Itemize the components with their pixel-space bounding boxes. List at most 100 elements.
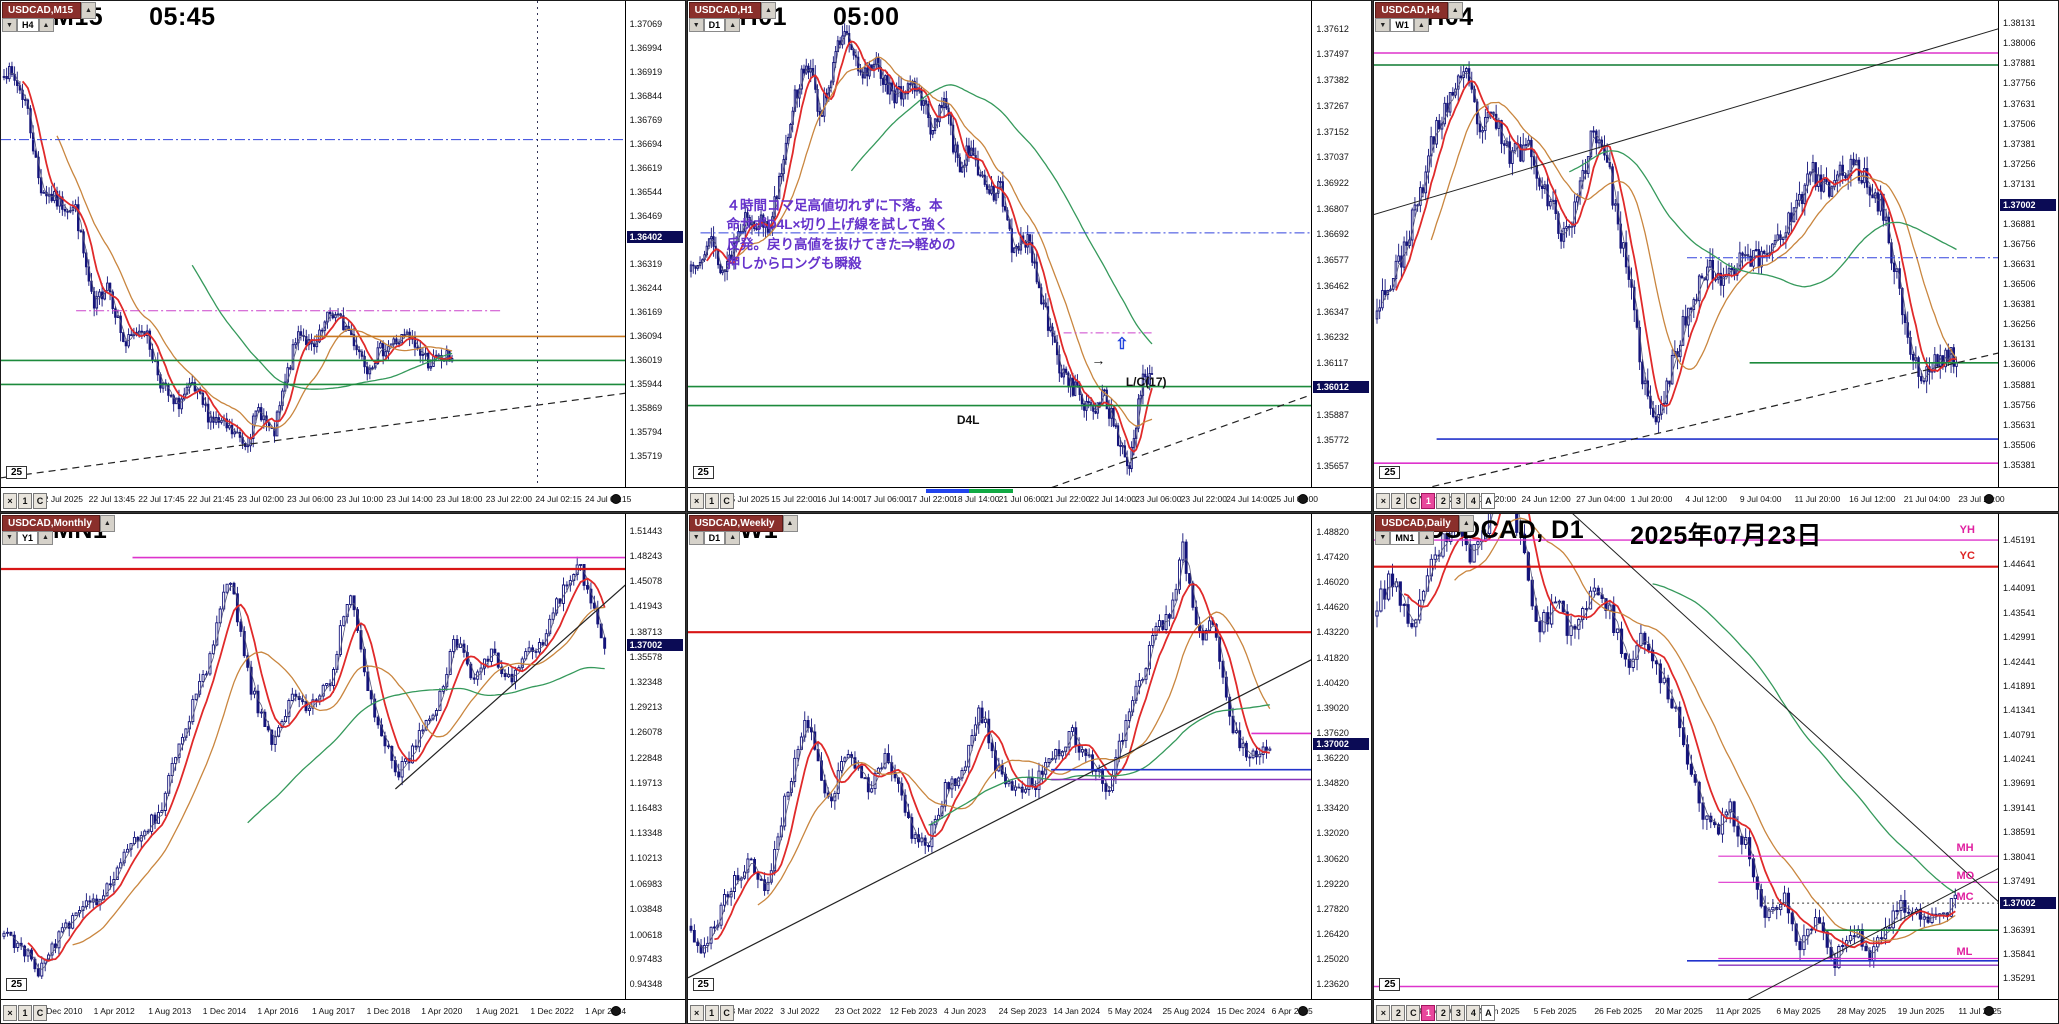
chart-tool-button[interactable]: C — [1406, 1005, 1421, 1021]
tf-current-button[interactable]: D1 — [703, 530, 726, 545]
tab-up-icon[interactable]: ▲ — [1447, 2, 1463, 19]
chart-tool-button[interactable]: × — [1376, 1005, 1391, 1021]
layout-preset-button[interactable]: A — [1481, 492, 1496, 509]
price-tick-label: 1.37267 — [1316, 100, 1349, 111]
trendline-object[interactable] — [1374, 28, 1998, 215]
time-axis[interactable]: 22 Jul 2025 22 Jul 13:45 22 Jul 17:45 22 Ju… — [1, 486, 685, 511]
scroll-to-end-button[interactable] — [1984, 1006, 1995, 1016]
tf-down-button[interactable]: ▼ — [1375, 18, 1391, 32]
layout-preset-button[interactable]: 3 — [1451, 1005, 1466, 1021]
tf-down-button[interactable]: ▼ — [1375, 530, 1391, 545]
time-axis[interactable]: 1 Dec 2010 1 Apr 2012 1 Aug 2013 1 Dec 2014… — [1, 999, 685, 1023]
chart-tool-button[interactable]: C — [719, 1005, 734, 1021]
chart-tool-button[interactable]: × — [1376, 492, 1391, 509]
layout-preset-button[interactable]: 2 — [1436, 492, 1451, 509]
w1-chart-area[interactable] — [687, 513, 1312, 1000]
tab-up-icon[interactable]: ▲ — [761, 2, 776, 19]
m15-candlestick-svg[interactable] — [1, 1, 625, 487]
trendline-object[interactable] — [395, 580, 625, 789]
tab-up-icon[interactable]: ▲ — [99, 514, 115, 532]
chart-tool-button[interactable]: C — [33, 492, 47, 509]
chart-tool-button[interactable]: × — [3, 1005, 17, 1021]
scroll-to-end-button[interactable] — [611, 493, 621, 504]
layout-preset-button[interactable]: 1 — [1421, 1005, 1436, 1021]
scroll-to-end-button[interactable] — [1297, 1006, 1308, 1016]
tab-up-icon[interactable]: ▲ — [782, 514, 798, 532]
zoom-level-indicator: 25 — [1379, 465, 1401, 479]
scroll-to-end-button[interactable] — [611, 1006, 621, 1016]
chart-tool-button[interactable]: 1 — [18, 1005, 32, 1021]
price-scale[interactable]: 1.37069 1.36994 1.36919 1.36844 1.36769 1.366… — [624, 1, 685, 487]
symbol-tab-h01[interactable]: USDCAD,H1 — [688, 2, 761, 19]
chart-tool-button[interactable]: 2 — [1391, 492, 1406, 509]
layout-preset-button[interactable]: 3 — [1451, 492, 1466, 509]
tab-up-icon[interactable]: ▲ — [81, 2, 97, 19]
price-tick-label: 1.41943 — [629, 601, 663, 612]
d1-chart-area[interactable]: YH YC MH MO MC ML — [1374, 513, 1998, 1000]
w1-candlestick-svg[interactable] — [687, 514, 1312, 1000]
tf-up-button[interactable]: ▲ — [38, 530, 54, 545]
time-axis-label: 23 Jul 02:00 — [237, 493, 284, 504]
chart-tool-button[interactable]: 1 — [704, 1005, 719, 1021]
chart-tool-button[interactable]: 1 — [18, 492, 32, 509]
chart-tool-button[interactable]: C — [1406, 492, 1421, 509]
symbol-tab-w1[interactable]: USDCAD,Weekly — [688, 514, 783, 532]
price-scale[interactable]: 1.51443 1.48243 1.45078 1.41943 1.38713 1.355… — [624, 513, 685, 999]
tf-current-button[interactable]: H4 — [17, 18, 39, 32]
trendline-object[interactable] — [1374, 352, 1998, 487]
price-tick-label: 1.13348 — [629, 828, 663, 839]
symbol-tab-mn1[interactable]: USDCAD,Monthly — [2, 514, 100, 532]
time-axis[interactable]: 15 Jul 2025 15 Jul 22:00 16 Jul 14:00 17 Ju… — [687, 486, 1372, 511]
h04-candlestick-svg[interactable] — [1374, 1, 1998, 487]
chart-tool-button[interactable]: × — [689, 1005, 704, 1021]
mn1-candlestick-svg[interactable] — [1, 514, 625, 1000]
chart-tool-button[interactable]: × — [689, 492, 704, 509]
symbol-tab-m15[interactable]: USDCAD,M15 — [2, 2, 82, 19]
tf-up-button[interactable]: ▲ — [725, 530, 741, 545]
tf-up-button[interactable]: ▲ — [1419, 530, 1435, 545]
tf-down-button[interactable]: ▼ — [2, 18, 17, 32]
price-scale[interactable]: 1.45191 1.44641 1.44091 1.43541 1.42991 1.424… — [1998, 513, 2058, 999]
m15-chart-area[interactable] — [1, 1, 625, 487]
h01-chart-area[interactable]: ４時間コマ足高値切れずに下落。本 命サポD4L×切り上げ線を試して強く 反発。戻り高… — [687, 1, 1312, 487]
trendline-object[interactable] — [687, 658, 1312, 978]
tf-current-button[interactable]: W1 — [1390, 18, 1414, 32]
tf-down-button[interactable]: ▼ — [2, 530, 17, 545]
trendline-object[interactable] — [1500, 513, 1998, 903]
tf-down-button[interactable]: ▼ — [688, 18, 704, 32]
chart-tool-button[interactable]: 2 — [1391, 1005, 1406, 1021]
tf-up-button[interactable]: ▲ — [725, 18, 741, 32]
panel-title-time: 05:00 — [833, 3, 900, 31]
tf-current-button[interactable]: Y1 — [17, 530, 39, 545]
trendline-object[interactable] — [1, 392, 625, 479]
time-axis[interactable]: 13 Mar 2022 3 Jul 2022 23 Oct 2022 12 Feb 2… — [687, 999, 1372, 1023]
tf-up-button[interactable]: ▲ — [1413, 18, 1429, 32]
layout-preset-button[interactable]: 4 — [1466, 1005, 1481, 1021]
layout-preset-button[interactable]: 4 — [1466, 492, 1481, 509]
trendline-object[interactable] — [1737, 867, 1998, 999]
price-scale[interactable]: 1.48820 1.47420 1.46020 1.44620 1.43220 1.418… — [1311, 513, 1372, 999]
mn1-chart-area[interactable] — [1, 513, 625, 1000]
scroll-to-end-button[interactable] — [1984, 493, 1995, 504]
tf-current-button[interactable]: D1 — [703, 18, 726, 32]
h01-candlestick-svg[interactable] — [687, 1, 1312, 487]
chart-tool-button[interactable]: × — [3, 492, 17, 509]
tf-down-button[interactable]: ▼ — [688, 530, 704, 545]
tf-up-button[interactable]: ▲ — [38, 18, 54, 32]
chart-tool-button[interactable]: C — [33, 1005, 47, 1021]
scroll-to-end-button[interactable] — [1297, 493, 1308, 504]
price-scale[interactable]: 1.38131 1.38006 1.37881 1.37756 1.37631 1.375… — [1998, 1, 2058, 487]
chart-tool-button[interactable]: C — [719, 492, 734, 509]
chart-tool-button[interactable]: 1 — [704, 492, 719, 509]
layout-preset-button[interactable]: 2 — [1436, 1005, 1451, 1021]
symbol-tab-d1[interactable]: USDCAD,Daily — [1375, 514, 1459, 532]
tab-up-icon[interactable]: ▲ — [1458, 514, 1474, 532]
tf-current-button[interactable]: MN1 — [1390, 530, 1420, 545]
price-scale[interactable]: 1.37612 1.37497 1.37382 1.37267 1.37152 1.370… — [1311, 1, 1372, 487]
d1-candlestick-svg[interactable] — [1374, 513, 1998, 1000]
layout-preset-button[interactable]: A — [1481, 1005, 1496, 1021]
layout-preset-button[interactable]: 1 — [1421, 492, 1436, 509]
symbol-tab-h04[interactable]: USDCAD,H4 — [1375, 2, 1448, 19]
h04-chart-area[interactable] — [1374, 1, 1998, 487]
